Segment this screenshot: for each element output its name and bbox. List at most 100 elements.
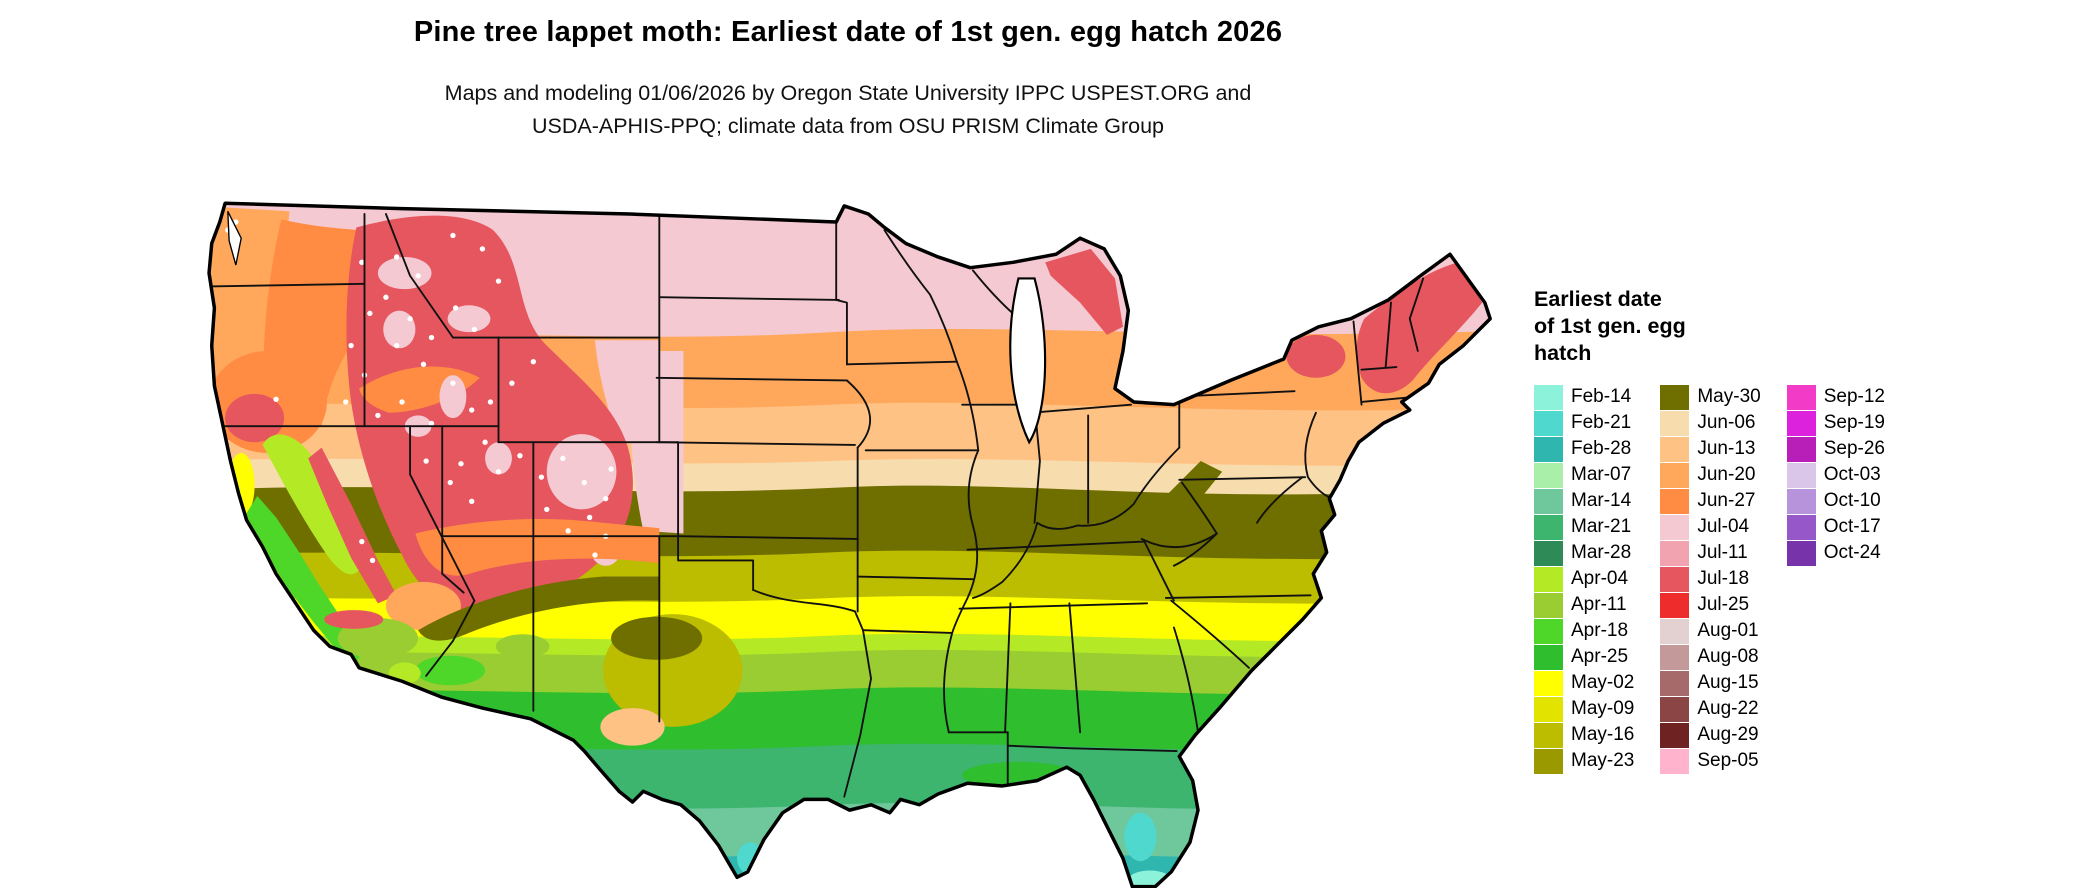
- legend-swatch: [1660, 462, 1690, 488]
- map-regional-overlays: [209, 205, 1483, 887]
- legend-entry: Sep-05: [1660, 748, 1760, 774]
- legend-swatch: [1660, 540, 1690, 566]
- legend-entry: Apr-18: [1534, 618, 1634, 644]
- legend-entry: Oct-24: [1786, 540, 1885, 566]
- map-header: Pine tree lappet moth: Earliest date of …: [200, 16, 1496, 143]
- legend-label: Aug-08: [1697, 646, 1759, 667]
- legend-entry: May-02: [1534, 670, 1634, 696]
- map-subtitle-line2: USDA-APHIS-PPQ; climate data from OSU PR…: [531, 114, 1165, 138]
- legend-entry: Aug-01: [1660, 618, 1760, 644]
- legend-swatch: [1534, 462, 1563, 488]
- legend-label: Feb-28: [1571, 438, 1632, 459]
- legend-entry: Mar-14: [1534, 488, 1634, 514]
- legend-swatch: [1660, 644, 1690, 670]
- legend-entry: Aug-29: [1660, 722, 1760, 748]
- legend-entry: Aug-15: [1660, 670, 1760, 696]
- legend-label: Jul-25: [1697, 594, 1750, 615]
- legend-entry: Sep-19: [1786, 410, 1885, 436]
- legend-swatch: [1660, 436, 1690, 462]
- legend-swatch: [1534, 618, 1563, 644]
- legend-label: Feb-21: [1571, 412, 1632, 433]
- legend-swatch: [1660, 592, 1690, 618]
- snow-speckles: [225, 219, 614, 564]
- legend-entry: May-30: [1660, 384, 1761, 410]
- legend-swatch: [1534, 696, 1563, 722]
- legend-swatch: [1534, 384, 1563, 410]
- legend-swatch: [1534, 644, 1563, 670]
- legend-label: Jun-06: [1697, 412, 1756, 433]
- legend-label: Mar-21: [1571, 516, 1632, 537]
- legend-columns: Feb-14 Feb-21 Feb-28 Mar-07 Mar-14 Mar-21 Mar-…: [1534, 384, 2100, 774]
- legend-swatch: [1534, 436, 1563, 462]
- legend-entry: Jul-04: [1660, 514, 1760, 540]
- legend-swatch: [1534, 514, 1563, 540]
- legend-swatch: [1534, 748, 1563, 774]
- legend-label: Aug-01: [1697, 620, 1759, 641]
- legend-column-3: Sep-12 Sep-19 Sep-26 Oct-03 Oct-10 Oct-17 Oct-…: [1786, 384, 1885, 566]
- legend-entry: Jun-20: [1660, 462, 1760, 488]
- legend-label: Mar-14: [1571, 490, 1632, 511]
- legend-swatch: [1534, 670, 1563, 696]
- legend-label: Aug-22: [1697, 698, 1759, 719]
- legend-label: Mar-28: [1571, 542, 1632, 563]
- legend-swatch: [1660, 488, 1690, 514]
- legend-entry: Sep-12: [1786, 384, 1885, 410]
- legend-entry: Feb-28: [1534, 436, 1634, 462]
- legend-swatch: [1660, 514, 1690, 540]
- legend-swatch: [1786, 540, 1816, 566]
- legend-label: Jul-04: [1697, 516, 1750, 537]
- legend-swatch: [1786, 488, 1816, 514]
- legend-entry: Apr-25: [1534, 644, 1634, 670]
- legend-entry: May-09: [1534, 696, 1634, 722]
- legend-label: Jun-13: [1697, 438, 1756, 459]
- legend-entry: Oct-03: [1786, 462, 1885, 488]
- legend-label: May-16: [1571, 724, 1635, 745]
- legend-label: Apr-11: [1571, 594, 1627, 615]
- legend-entry: Jun-06: [1660, 410, 1760, 436]
- legend-entry: Mar-07: [1534, 462, 1634, 488]
- legend-entry: Aug-22: [1660, 696, 1760, 722]
- legend-label: Oct-03: [1823, 464, 1881, 485]
- legend-entry: Jul-25: [1660, 592, 1760, 618]
- legend-swatch: [1534, 722, 1563, 748]
- legend-label: Jun-20: [1697, 464, 1756, 485]
- legend-entry: Oct-10: [1786, 488, 1885, 514]
- legend-entry: May-23: [1534, 748, 1634, 774]
- legend-swatch: [1534, 566, 1563, 592]
- legend-entry: Jun-13: [1660, 436, 1760, 462]
- legend-entry: Apr-04: [1534, 566, 1634, 592]
- legend-label: May-02: [1571, 672, 1635, 693]
- legend-swatch: [1660, 410, 1690, 436]
- legend-label: May-09: [1571, 698, 1635, 719]
- map-subtitle: Maps and modeling 01/06/2026 by Oregon S…: [200, 77, 1496, 143]
- legend-entry: Jun-27: [1660, 488, 1760, 514]
- legend-entry: Apr-11: [1534, 592, 1634, 618]
- legend-column-2: May-30 Jun-06 Jun-13 Jun-20 Jun-27 Jul-04 Jul-…: [1660, 384, 1761, 774]
- legend-swatch: [1534, 488, 1563, 514]
- legend-column-1: Feb-14 Feb-21 Feb-28 Mar-07 Mar-14 Mar-21 Mar-…: [1534, 384, 1634, 774]
- us-map-svg: [207, 201, 1492, 888]
- legend-label: Aug-15: [1697, 672, 1759, 693]
- legend-label: Sep-05: [1697, 750, 1759, 771]
- map-title: Pine tree lappet moth: Earliest date of …: [413, 16, 1283, 48]
- legend-swatch: [1660, 566, 1690, 592]
- legend-entry: Jul-18: [1660, 566, 1760, 592]
- us-map: [201, 167, 1521, 888]
- lake-michigan: [1009, 277, 1047, 445]
- legend-label: Oct-10: [1823, 490, 1881, 511]
- legend-entry: Jul-11: [1660, 540, 1760, 566]
- great-lakes: [227, 211, 1047, 445]
- legend-label: Mar-07: [1571, 464, 1632, 485]
- legend-label: Oct-24: [1823, 542, 1881, 563]
- legend-label: Aug-29: [1697, 724, 1759, 745]
- legend-title: Earliest date of 1st gen. egg hatch: [1534, 287, 1686, 365]
- legend-entry: Feb-14: [1534, 384, 1634, 410]
- legend-label: Jul-11: [1697, 542, 1748, 563]
- legend-swatch: [1786, 410, 1816, 436]
- legend: Earliest date of 1st gen. egg hatch Feb-…: [1534, 286, 2100, 774]
- legend-swatch: [1786, 514, 1816, 540]
- legend-entry: May-16: [1534, 722, 1634, 748]
- legend-label: Sep-19: [1823, 412, 1885, 433]
- legend-entry: Mar-28: [1534, 540, 1634, 566]
- legend-swatch: [1786, 436, 1816, 462]
